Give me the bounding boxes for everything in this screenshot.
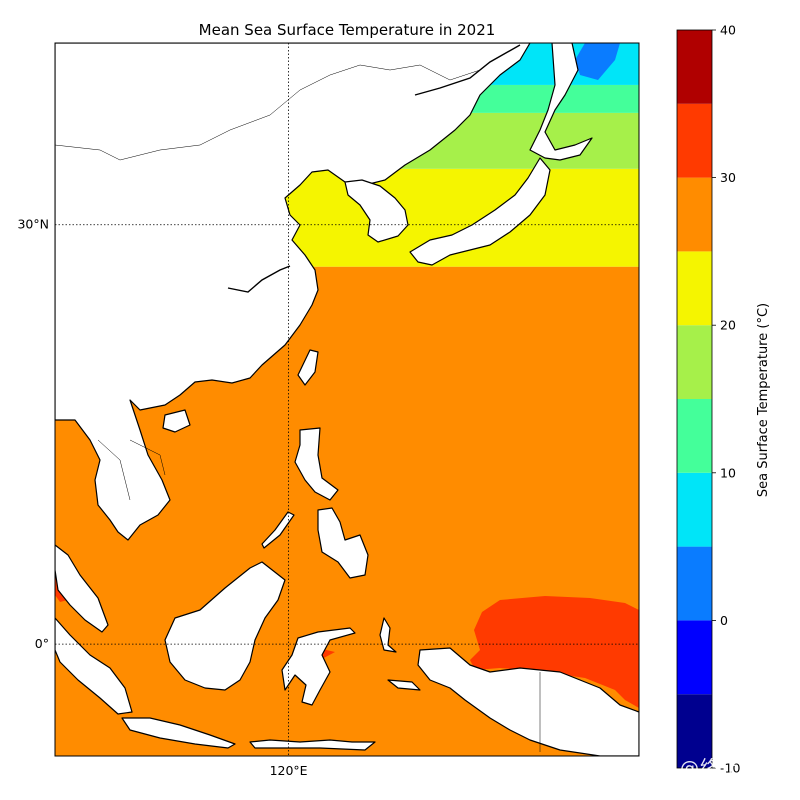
colorbar-level xyxy=(677,472,712,547)
sumatra xyxy=(55,617,133,715)
lat-tick-label: 30°N xyxy=(17,217,49,232)
colorbar-level xyxy=(677,103,712,178)
colorbar: -10 0 10 20 30 40 xyxy=(676,23,740,776)
asia-mainland xyxy=(55,43,531,541)
korea-peninsula xyxy=(344,179,409,243)
lat-tick-label: 0° xyxy=(35,636,49,651)
luzon xyxy=(294,427,339,501)
colorbar-level xyxy=(677,251,712,326)
colorbar-level xyxy=(677,325,712,399)
lesser-sunda-timor xyxy=(249,739,376,751)
colorbar-level xyxy=(677,399,712,473)
colorbar-level xyxy=(677,30,712,104)
colorbar-level xyxy=(677,694,712,768)
colorbar-frame xyxy=(676,29,713,769)
country-borders xyxy=(55,64,541,752)
sulawesi xyxy=(281,627,356,706)
hainan xyxy=(162,409,191,433)
colorbar-level xyxy=(677,546,712,621)
colorbar-tick-label: -10 xyxy=(720,761,740,776)
lon-tick-label: 120°E xyxy=(270,763,308,778)
colorbar-level xyxy=(677,177,712,252)
mindanao-visayas xyxy=(317,507,369,579)
colorbar-tick-label: 30 xyxy=(720,170,736,185)
palawan xyxy=(261,511,295,549)
seram xyxy=(387,679,421,691)
sakhalin-hokkaido xyxy=(529,43,593,161)
new-guinea xyxy=(417,647,639,756)
warm-pool-region xyxy=(470,596,639,708)
colorbar-level xyxy=(677,620,712,695)
rivers-coastline-detail xyxy=(227,44,521,293)
graticule xyxy=(55,43,639,756)
map-title: Mean Sea Surface Temperature in 2021 xyxy=(199,21,496,39)
taiwan xyxy=(297,349,319,386)
map-area xyxy=(55,43,639,756)
honshu xyxy=(409,157,551,266)
cold-sea-patch xyxy=(575,43,620,80)
malay-peninsula xyxy=(55,544,109,633)
colorbar-tick-label: 10 xyxy=(720,465,736,480)
halmahera xyxy=(379,617,397,653)
watermark: 知乎 @终止进程 xyxy=(632,757,780,779)
colorbar-tick-label: 40 xyxy=(720,23,736,38)
land-masses xyxy=(55,43,639,756)
java xyxy=(121,717,236,749)
borneo xyxy=(164,561,286,691)
colorbar-tick-label: 0 xyxy=(720,613,728,628)
map-frame xyxy=(54,42,640,757)
axis-labels: 120°E 30°N 0° xyxy=(17,217,307,778)
colorbar-label: Sea Surface Temperature (°C) xyxy=(756,303,771,497)
colorbar-tick-label: 20 xyxy=(720,318,736,333)
